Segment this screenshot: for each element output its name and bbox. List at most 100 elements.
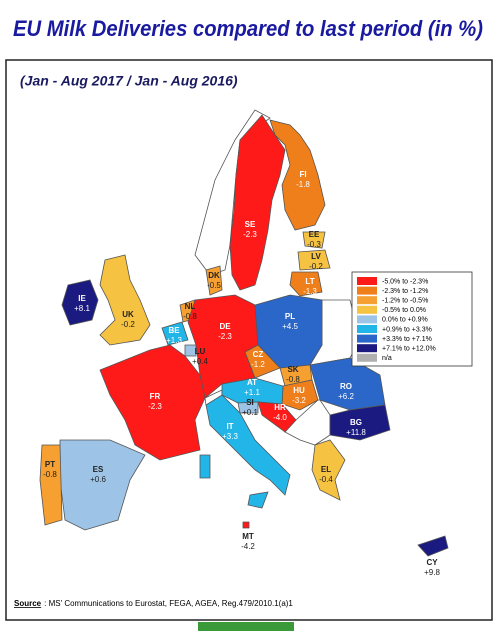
- frame: [5, 59, 493, 621]
- country-shape: [247, 491, 269, 509]
- legend-swatch: [357, 353, 377, 362]
- legend-label: +7.1% to +12.0%: [382, 346, 436, 353]
- country-shape: [237, 401, 259, 414]
- source: Source: MS' Communications to Eurostat, …: [14, 599, 293, 608]
- country-value: +3.3: [222, 432, 238, 441]
- country-code: DE: [219, 322, 231, 331]
- country-shape: [242, 521, 250, 529]
- country-shape: [161, 321, 189, 346]
- legend-swatch: [357, 325, 377, 333]
- country-value: +1.3: [166, 336, 182, 345]
- country-value: +11.8: [346, 428, 366, 437]
- country-code: PL: [285, 312, 295, 321]
- legend-label: +3.3% to +7.1%: [382, 336, 432, 343]
- country-code: RO: [340, 382, 352, 391]
- legend-label: -1.2% to -0.5%: [382, 298, 428, 305]
- country-value: -0.3: [307, 240, 321, 249]
- country-code: ES: [93, 465, 104, 474]
- country-value: -0.2: [121, 320, 135, 329]
- legend-swatch: [357, 277, 377, 285]
- country-code: LU: [195, 347, 206, 356]
- subtitle: (Jan - Aug 2017 / Jan - Aug 2016): [20, 73, 238, 89]
- country-shape: [311, 439, 346, 501]
- country-shape: [199, 454, 211, 479]
- country-code: SK: [287, 365, 298, 374]
- legend-swatch: [357, 334, 377, 343]
- legend-swatch: [357, 286, 377, 295]
- source-label: Source: [14, 599, 42, 608]
- legend-label: +0.9% to +3.3%: [382, 326, 432, 333]
- country-shape: [99, 254, 151, 346]
- country-shape: [417, 535, 449, 557]
- country-value: +0.4: [192, 357, 208, 366]
- country-code: CZ: [253, 350, 264, 359]
- country-value: -3.2: [292, 396, 306, 405]
- country-shape: [61, 279, 99, 326]
- legend-swatch: [357, 315, 377, 324]
- country-value: -1.8: [296, 180, 310, 189]
- country-value: -0.8: [183, 312, 197, 321]
- country-value: -4.2: [241, 542, 255, 551]
- country-code: UK: [122, 310, 134, 319]
- title: EU Milk Deliveries compared to last peri…: [13, 16, 483, 41]
- country-code: LT: [305, 277, 314, 286]
- non-eu-land: [194, 109, 361, 446]
- legend-label: n/a: [382, 355, 392, 362]
- country-shape: [205, 265, 223, 296]
- legend-swatch: [357, 305, 377, 314]
- country-code: HR: [274, 403, 286, 412]
- country-code: MT: [242, 532, 254, 541]
- country-value: -1.3: [303, 287, 317, 296]
- legend-label: -2.3% to -1.2%: [382, 288, 428, 295]
- country-value: -2.3: [148, 402, 162, 411]
- country-code: HU: [293, 386, 305, 395]
- country-code: IT: [226, 422, 233, 431]
- country-value: +6.2: [338, 392, 354, 401]
- country-value: -2.3: [243, 230, 257, 239]
- country-code: AT: [247, 378, 257, 387]
- country-value: -4.0: [273, 413, 287, 422]
- country-shape: [269, 119, 326, 231]
- country-code: SI: [246, 398, 254, 407]
- country-code: EL: [321, 465, 331, 474]
- country-shape: [39, 444, 63, 526]
- country-code: IE: [78, 294, 86, 303]
- country-shape: [289, 271, 323, 297]
- country-value: -0.5: [207, 281, 221, 290]
- country-value: -2.3: [218, 332, 232, 341]
- country-shape: [229, 114, 286, 291]
- country-shape: [99, 344, 206, 461]
- country-code: BE: [168, 326, 180, 335]
- country-shape: [302, 231, 326, 249]
- country-value: +4.5: [282, 322, 298, 331]
- country-code: SE: [245, 220, 256, 229]
- country-value: -0.8: [43, 470, 57, 479]
- legend-label: -0.5% to 0.0%: [382, 307, 426, 314]
- country-labels: FI-1.8SE-2.3 EE-0.3LV-0.2LT-1.3DK-0.5IE+8…: [43, 170, 440, 577]
- country-code: PT: [45, 460, 55, 469]
- country-code: NL: [185, 302, 196, 311]
- country-shape: [205, 394, 291, 496]
- country-code: FR: [150, 392, 161, 401]
- country-value: -1.2: [251, 360, 265, 369]
- legend-label: 0.0% to +0.9%: [382, 317, 428, 324]
- country-code: FI: [299, 170, 306, 179]
- country-shape: [257, 401, 297, 433]
- country-code: LV: [311, 252, 321, 261]
- country-shape: [297, 249, 331, 271]
- country-value: +0.1: [242, 408, 258, 417]
- country-shape: [329, 404, 391, 441]
- country-value: +1.1: [244, 388, 260, 397]
- country-value: +9.8: [424, 568, 440, 577]
- legend: -5.0% to -2.3% -2.3% to -1.2% -1.2% to -0.…: [357, 277, 436, 362]
- country-value: +8.1: [74, 304, 90, 313]
- country-code: EE: [309, 230, 320, 239]
- country-shape: [184, 344, 197, 357]
- country-value: +0.6: [90, 475, 106, 484]
- country-code: BG: [350, 418, 362, 427]
- source-text: : MS' Communications to Eurostat, FEGA, …: [44, 599, 293, 608]
- country-code: DK: [208, 271, 220, 280]
- legend-swatch: [357, 296, 377, 305]
